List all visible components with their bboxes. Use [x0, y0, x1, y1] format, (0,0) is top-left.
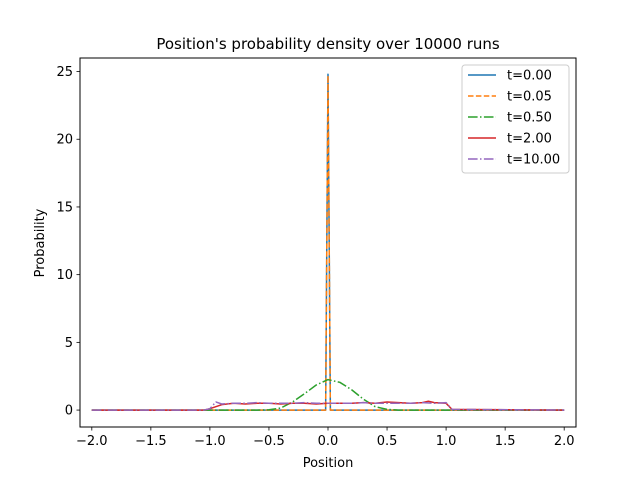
y-tick-label: 10 [56, 268, 73, 283]
y-tick-label: 25 [56, 65, 73, 80]
x-axis-label: Position [303, 456, 354, 471]
x-axis-ticks: −2.0 −1.5 −1.0 −0.5 0.0 0.5 1.0 1.5 2.0 [76, 427, 575, 449]
legend: t=0.00 t=0.05 t=0.50 t=2.00 t=10.00 [461, 64, 570, 174]
chart-title: Position's probability density over 1000… [156, 35, 500, 53]
y-tick-label: 15 [56, 200, 73, 215]
y-tick-label: 20 [56, 133, 73, 148]
x-tick-label: 0.0 [318, 434, 339, 449]
legend-box [461, 64, 570, 174]
legend-label-2: t=0.50 [507, 111, 552, 126]
legend-label-4: t=10.00 [507, 153, 560, 168]
x-tick-label: 0.5 [377, 434, 398, 449]
y-tick-label: 0 [65, 404, 73, 419]
y-axis-label: Probability [33, 208, 48, 277]
y-tick-label: 5 [65, 336, 73, 351]
x-tick-label: 2.0 [554, 434, 575, 449]
plot-area [91, 73, 565, 411]
x-tick-label: 1.5 [495, 434, 516, 449]
x-tick-label: −0.5 [253, 434, 285, 449]
legend-label-3: t=2.00 [507, 132, 552, 147]
x-tick-label: −2.0 [76, 434, 108, 449]
series-line-1 [91, 74, 565, 411]
x-tick-label: −1.5 [135, 434, 167, 449]
legend-label-0: t=0.00 [507, 69, 552, 84]
x-tick-label: 1.0 [436, 434, 457, 449]
x-tick-label: −1.0 [194, 434, 226, 449]
series-line-4 [91, 401, 565, 411]
y-axis-ticks: 0 5 10 15 20 25 [56, 65, 80, 419]
series-line-2 [91, 378, 565, 411]
legend-label-1: t=0.05 [507, 90, 552, 105]
